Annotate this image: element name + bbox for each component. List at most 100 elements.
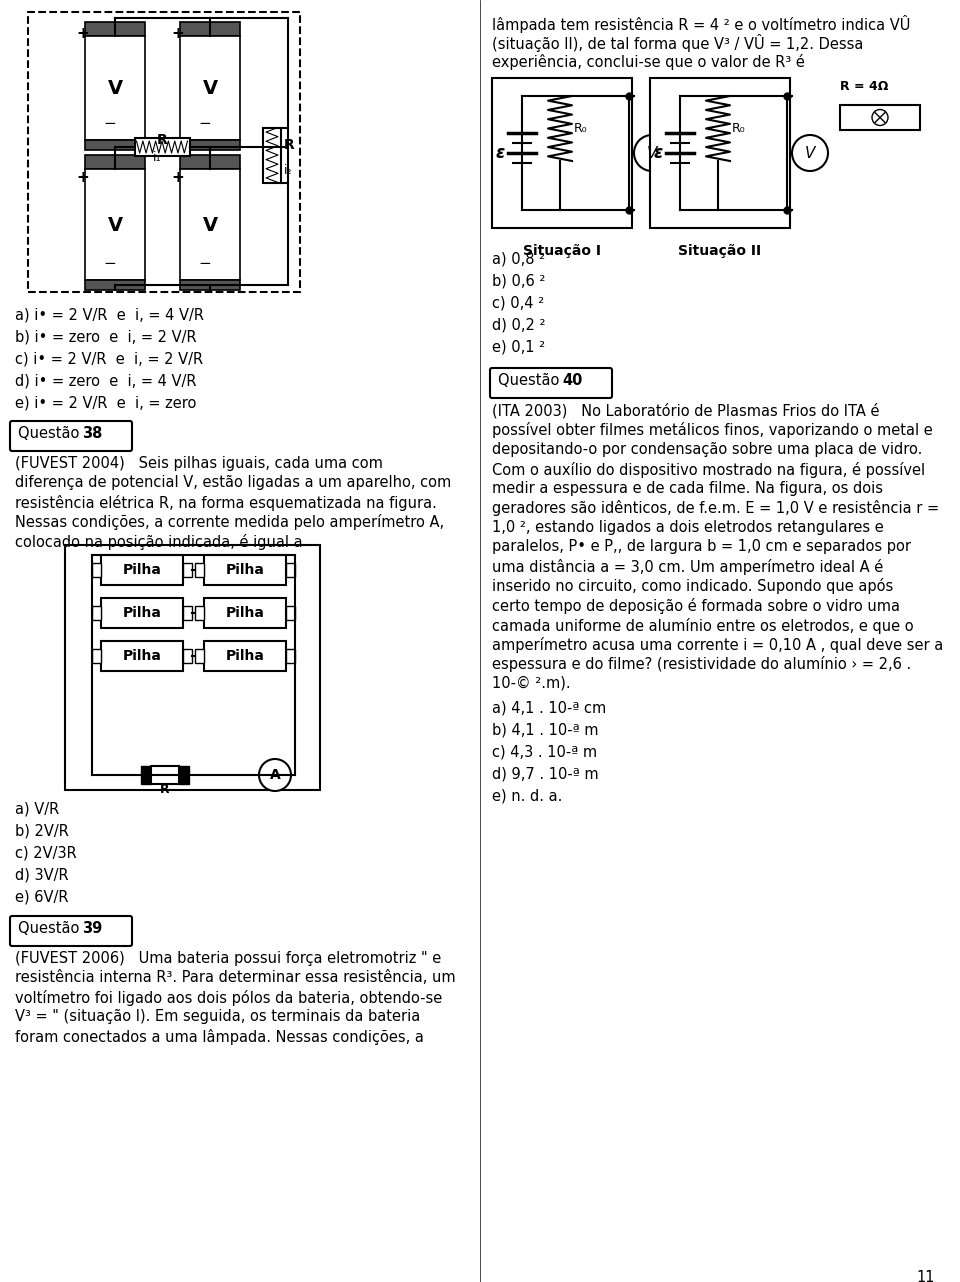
Text: (situação II), de tal forma que V³ / VÛ = 1,2. Dessa: (situação II), de tal forma que V³ / VÛ … — [492, 35, 863, 53]
Text: 39: 39 — [82, 920, 103, 936]
FancyBboxPatch shape — [10, 420, 132, 451]
Bar — [101, 597, 183, 628]
Text: a) V/R: a) V/R — [15, 803, 60, 817]
Text: Com o auxílio do dispositivo mostrado na figura, é possível: Com o auxílio do dispositivo mostrado na… — [492, 462, 925, 477]
Bar — [650, 78, 790, 228]
Bar — [195, 563, 204, 577]
Text: R₀: R₀ — [732, 122, 746, 135]
Text: e) i• = 2 V/R  e  i, = zero: e) i• = 2 V/R e i, = zero — [15, 396, 197, 412]
Text: diferença de potencial V, estão ligadas a um aparelho, com: diferença de potencial V, estão ligadas … — [15, 476, 451, 491]
Text: foram conectados a uma lâmpada. Nessas condições, a: foram conectados a uma lâmpada. Nessas c… — [15, 1029, 424, 1045]
Text: uma distância a = 3,0 cm. Um amperímetro ideal A é: uma distância a = 3,0 cm. Um amperímetro… — [492, 559, 883, 576]
Text: b) 4,1 . 10-ª m: b) 4,1 . 10-ª m — [492, 723, 598, 737]
Text: Questão: Questão — [18, 426, 88, 441]
Bar — [195, 606, 204, 620]
Circle shape — [872, 109, 888, 126]
Circle shape — [259, 759, 291, 791]
Text: V: V — [203, 215, 218, 235]
Bar — [92, 606, 101, 620]
Bar — [183, 606, 192, 620]
Text: Questão: Questão — [18, 920, 88, 936]
Text: d) i• = zero  e  i, = 4 V/R: d) i• = zero e i, = 4 V/R — [15, 374, 197, 388]
Text: V: V — [804, 145, 815, 160]
Bar — [180, 155, 240, 169]
Text: Pilha: Pilha — [226, 563, 264, 577]
Text: +: + — [77, 171, 89, 185]
Text: c) 4,3 . 10-ª m: c) 4,3 . 10-ª m — [492, 745, 597, 759]
Text: Pilha: Pilha — [226, 606, 264, 620]
Text: experiência, conclui-se que o valor de R³ é: experiência, conclui-se que o valor de R… — [492, 54, 804, 71]
Bar — [180, 279, 240, 290]
Text: 38: 38 — [82, 426, 103, 441]
Bar — [85, 155, 145, 169]
Text: R: R — [160, 783, 170, 796]
Text: b) 0,6 ²: b) 0,6 ² — [492, 274, 545, 288]
Text: Pilha: Pilha — [123, 649, 161, 663]
FancyBboxPatch shape — [490, 368, 612, 397]
Text: (FUVEST 2006)   Uma bateria possui força eletromotriz " e: (FUVEST 2006) Uma bateria possui força e… — [15, 951, 442, 967]
Text: depositando-o por condensação sobre uma placa de vidro.: depositando-o por condensação sobre uma … — [492, 442, 923, 456]
Bar — [286, 563, 295, 577]
Text: paralelos, P• e P,, de largura b = 1,0 cm e separados por: paralelos, P• e P,, de largura b = 1,0 c… — [492, 540, 911, 555]
Bar — [92, 649, 101, 663]
Text: R₀: R₀ — [574, 122, 588, 135]
Text: voltímetro foi ligado aos dois pólos da bateria, obtendo-se: voltímetro foi ligado aos dois pólos da … — [15, 990, 443, 1006]
Bar — [179, 767, 189, 785]
Text: −: − — [104, 117, 116, 132]
Text: espessura e do filme? (resistividade do alumínio › = 2,6 .: espessura e do filme? (resistividade do … — [492, 656, 911, 673]
Text: R: R — [156, 133, 167, 147]
Text: Pilha: Pilha — [123, 563, 161, 577]
Bar — [286, 606, 295, 620]
Bar — [183, 563, 192, 577]
Text: resistência elétrica R, na forma esquematizada na figura.: resistência elétrica R, na forma esquema… — [15, 495, 437, 512]
Bar — [204, 641, 286, 670]
Text: amperímetro acusa uma corrente i = 0,10 A , qual deve ser a: amperímetro acusa uma corrente i = 0,10 … — [492, 637, 944, 653]
Bar — [28, 12, 300, 292]
Text: Questão: Questão — [498, 373, 568, 388]
Bar — [92, 563, 101, 577]
Bar — [134, 138, 189, 156]
Bar — [195, 649, 204, 663]
Text: i₂: i₂ — [284, 164, 293, 177]
Bar — [101, 555, 183, 585]
Text: b) 2V/R: b) 2V/R — [15, 824, 69, 838]
Bar — [141, 767, 151, 785]
Text: R = 4Ω: R = 4Ω — [840, 79, 888, 94]
Text: ε: ε — [495, 144, 505, 162]
Text: colocado na posição indicada, é igual a: colocado na posição indicada, é igual a — [15, 535, 302, 550]
Text: camada uniforme de alumínio entre os eletrodos, e que o: camada uniforme de alumínio entre os ele… — [492, 618, 914, 633]
Bar — [85, 22, 145, 36]
Text: e) 0,1 ²: e) 0,1 ² — [492, 340, 545, 355]
Bar — [85, 140, 145, 150]
Bar — [180, 169, 240, 279]
Text: V: V — [647, 145, 658, 160]
Text: V: V — [203, 79, 218, 99]
Text: medir a espessura e de cada filme. Na figura, os dois: medir a espessura e de cada filme. Na fi… — [492, 481, 883, 496]
Text: c) 2V/3R: c) 2V/3R — [15, 846, 77, 862]
Text: possível obter filmes metálicos finos, vaporizando o metal e: possível obter filmes metálicos finos, v… — [492, 423, 933, 438]
Text: resistência interna R³. Para determinar essa resistência, um: resistência interna R³. Para determinar … — [15, 970, 456, 986]
Text: 10-© ².m).: 10-© ².m). — [492, 676, 570, 691]
Text: V³ = " (situação I). Em seguida, os terminais da bateria: V³ = " (situação I). Em seguida, os term… — [15, 1009, 420, 1024]
Text: Situação I: Situação I — [523, 244, 601, 258]
Text: d) 9,7 . 10-ª m: d) 9,7 . 10-ª m — [492, 767, 599, 782]
Bar — [85, 36, 145, 140]
Text: 40: 40 — [562, 373, 583, 388]
Bar — [183, 649, 192, 663]
FancyBboxPatch shape — [10, 917, 132, 946]
Text: inserido no circuito, como indicado. Supondo que após: inserido no circuito, como indicado. Sup… — [492, 578, 893, 595]
Bar — [286, 649, 295, 663]
Text: −: − — [199, 256, 211, 272]
Text: b) i• = zero  e  i, = 2 V/R: b) i• = zero e i, = 2 V/R — [15, 329, 197, 345]
Text: A: A — [270, 768, 280, 782]
Text: i₁: i₁ — [153, 151, 161, 164]
Text: ε: ε — [654, 144, 662, 162]
Bar — [840, 105, 920, 129]
Text: certo tempo de deposição é formada sobre o vidro uma: certo tempo de deposição é formada sobre… — [492, 597, 900, 614]
Text: d) 3V/R: d) 3V/R — [15, 868, 68, 883]
Text: e) n. d. a.: e) n. d. a. — [492, 788, 563, 804]
Bar — [263, 127, 281, 182]
Text: Pilha: Pilha — [226, 649, 264, 663]
Text: 1,0 ², estando ligados a dois eletrodos retangulares e: 1,0 ², estando ligados a dois eletrodos … — [492, 520, 884, 535]
Bar — [180, 36, 240, 140]
